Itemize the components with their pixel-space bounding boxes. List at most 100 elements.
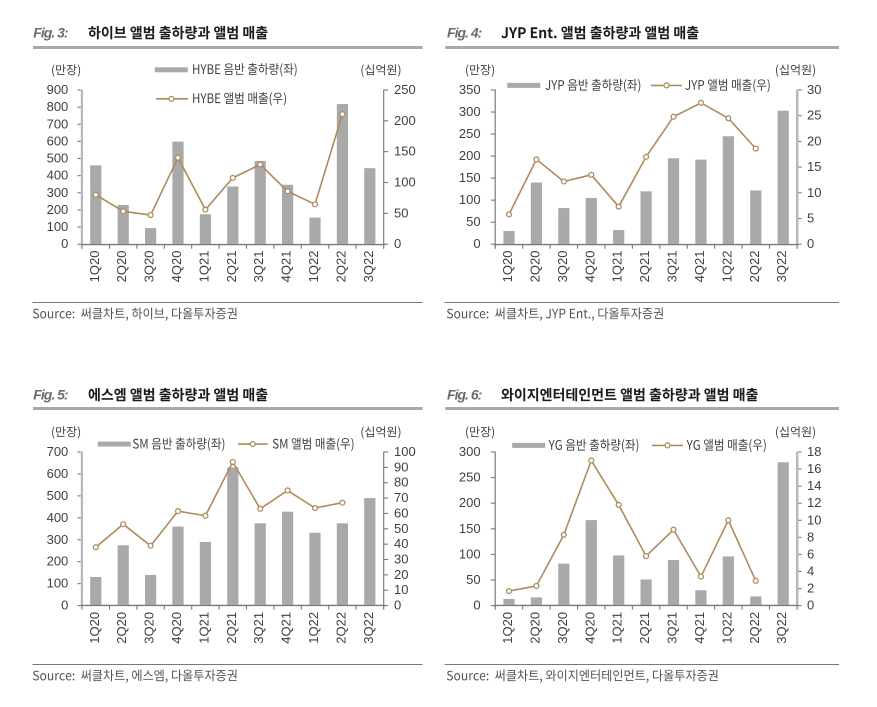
svg-text:3Q20: 3Q20 bbox=[555, 612, 570, 644]
svg-text:2Q22: 2Q22 bbox=[747, 251, 762, 283]
svg-text:4Q20: 4Q20 bbox=[169, 612, 184, 644]
svg-text:150: 150 bbox=[459, 170, 481, 185]
svg-text:2Q20: 2Q20 bbox=[114, 251, 129, 283]
svg-text:200: 200 bbox=[459, 495, 481, 510]
svg-text:2Q20: 2Q20 bbox=[527, 612, 542, 644]
svg-text:2Q21: 2Q21 bbox=[224, 612, 239, 644]
svg-text:100: 100 bbox=[459, 546, 481, 561]
svg-text:8: 8 bbox=[807, 529, 814, 544]
svg-text:200: 200 bbox=[394, 113, 416, 128]
svg-text:3Q21: 3Q21 bbox=[665, 612, 680, 644]
svg-text:300: 300 bbox=[459, 104, 481, 119]
svg-text:3Q21: 3Q21 bbox=[251, 251, 266, 283]
svg-text:3Q21: 3Q21 bbox=[251, 612, 266, 644]
svg-text:2Q22: 2Q22 bbox=[333, 251, 348, 283]
svg-text:50: 50 bbox=[394, 205, 408, 220]
svg-text:Fig. 5:: Fig. 5: bbox=[33, 387, 68, 403]
svg-text:30: 30 bbox=[394, 552, 408, 567]
svg-text:6: 6 bbox=[807, 546, 814, 561]
svg-text:4Q20: 4Q20 bbox=[169, 251, 184, 283]
svg-text:5: 5 bbox=[807, 211, 814, 226]
svg-text:250: 250 bbox=[459, 126, 481, 141]
svg-text:2Q21: 2Q21 bbox=[637, 612, 652, 644]
svg-text:1Q22: 1Q22 bbox=[306, 251, 321, 283]
svg-text:1Q21: 1Q21 bbox=[196, 251, 211, 283]
svg-text:50: 50 bbox=[466, 572, 480, 587]
svg-text:10: 10 bbox=[394, 582, 408, 597]
svg-text:700: 700 bbox=[47, 116, 69, 131]
svg-text:4Q21: 4Q21 bbox=[279, 612, 294, 644]
svg-text:20: 20 bbox=[394, 567, 408, 582]
svg-text:0: 0 bbox=[807, 598, 814, 613]
svg-text:1Q22: 1Q22 bbox=[719, 612, 734, 644]
svg-text:100: 100 bbox=[459, 192, 481, 207]
svg-text:2Q22: 2Q22 bbox=[747, 612, 762, 644]
svg-text:3Q22: 3Q22 bbox=[774, 612, 789, 644]
svg-text:200: 200 bbox=[47, 202, 69, 217]
svg-text:250: 250 bbox=[394, 82, 416, 97]
svg-text:300: 300 bbox=[47, 532, 69, 547]
svg-text:400: 400 bbox=[47, 510, 69, 525]
svg-text:200: 200 bbox=[47, 554, 69, 569]
svg-text:4: 4 bbox=[807, 564, 814, 579]
svg-text:3Q22: 3Q22 bbox=[361, 612, 376, 644]
svg-text:300: 300 bbox=[459, 444, 481, 459]
svg-text:500: 500 bbox=[47, 488, 69, 503]
svg-text:2: 2 bbox=[807, 581, 814, 596]
svg-text:3Q20: 3Q20 bbox=[142, 612, 157, 644]
svg-text:250: 250 bbox=[459, 470, 481, 485]
svg-text:4Q20: 4Q20 bbox=[582, 251, 597, 283]
svg-text:800: 800 bbox=[47, 99, 69, 114]
svg-text:30: 30 bbox=[807, 82, 821, 97]
svg-text:3Q20: 3Q20 bbox=[555, 251, 570, 283]
svg-text:1Q22: 1Q22 bbox=[306, 612, 321, 644]
svg-text:4Q20: 4Q20 bbox=[582, 612, 597, 644]
svg-text:50: 50 bbox=[394, 521, 408, 536]
svg-text:0: 0 bbox=[807, 236, 814, 251]
svg-text:400: 400 bbox=[47, 168, 69, 183]
svg-text:12: 12 bbox=[807, 495, 821, 510]
svg-text:2Q21: 2Q21 bbox=[637, 251, 652, 283]
svg-text:4Q21: 4Q21 bbox=[692, 612, 707, 644]
svg-text:350: 350 bbox=[459, 82, 481, 97]
svg-text:0: 0 bbox=[473, 598, 480, 613]
svg-text:18: 18 bbox=[807, 444, 821, 459]
svg-text:0: 0 bbox=[473, 236, 480, 251]
svg-text:0: 0 bbox=[394, 598, 401, 613]
svg-text:1Q21: 1Q21 bbox=[196, 612, 211, 644]
svg-text:3Q22: 3Q22 bbox=[361, 251, 376, 283]
svg-text:1Q21: 1Q21 bbox=[610, 612, 625, 644]
svg-text:0: 0 bbox=[61, 598, 68, 613]
svg-text:90: 90 bbox=[394, 459, 408, 474]
svg-text:700: 700 bbox=[47, 444, 69, 459]
svg-text:500: 500 bbox=[47, 151, 69, 166]
svg-text:10: 10 bbox=[807, 512, 821, 527]
svg-text:200: 200 bbox=[459, 148, 481, 163]
svg-text:100: 100 bbox=[47, 219, 69, 234]
svg-text:2Q20: 2Q20 bbox=[527, 251, 542, 283]
svg-text:4Q21: 4Q21 bbox=[692, 251, 707, 283]
svg-text:2Q21: 2Q21 bbox=[224, 251, 239, 283]
svg-text:600: 600 bbox=[47, 133, 69, 148]
svg-text:2Q22: 2Q22 bbox=[333, 612, 348, 644]
svg-text:40: 40 bbox=[394, 536, 408, 551]
svg-text:4Q21: 4Q21 bbox=[279, 251, 294, 283]
svg-text:1Q21: 1Q21 bbox=[610, 251, 625, 283]
svg-text:10: 10 bbox=[807, 185, 821, 200]
svg-text:1Q20: 1Q20 bbox=[500, 251, 515, 283]
svg-text:0: 0 bbox=[61, 236, 68, 251]
svg-text:100: 100 bbox=[47, 576, 69, 591]
svg-text:Fig. 6:: Fig. 6: bbox=[447, 387, 482, 403]
svg-text:25: 25 bbox=[807, 108, 821, 123]
svg-text:60: 60 bbox=[394, 505, 408, 520]
svg-text:1Q20: 1Q20 bbox=[87, 251, 102, 283]
svg-text:150: 150 bbox=[459, 521, 481, 536]
svg-text:0: 0 bbox=[394, 236, 401, 251]
svg-text:300: 300 bbox=[47, 185, 69, 200]
svg-text:100: 100 bbox=[394, 444, 416, 459]
svg-text:150: 150 bbox=[394, 144, 416, 159]
svg-text:1Q22: 1Q22 bbox=[719, 251, 734, 283]
svg-text:14: 14 bbox=[807, 478, 821, 493]
svg-text:1Q20: 1Q20 bbox=[87, 612, 102, 644]
svg-text:Fig. 4:: Fig. 4: bbox=[447, 25, 482, 41]
